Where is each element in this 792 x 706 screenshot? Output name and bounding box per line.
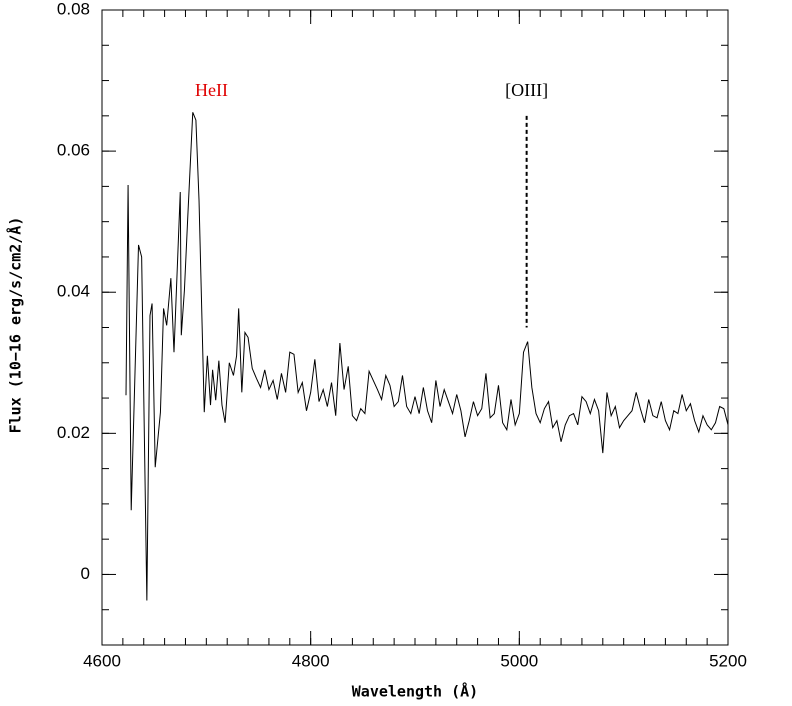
y-tick-label: 0.08 [57, 0, 90, 18]
y-tick-label: 0.02 [57, 423, 90, 442]
y-tick-label: 0.04 [57, 282, 90, 301]
annotation-label: [OIII] [505, 80, 548, 100]
x-tick-label: 4800 [292, 651, 330, 670]
annotation-label: HeII [195, 80, 228, 100]
x-tick-label: 4600 [83, 651, 121, 670]
y-tick-label: 0 [81, 564, 90, 583]
plot-frame [101, 9, 729, 646]
x-tick-label: 5000 [500, 651, 538, 670]
spectrum-line [125, 112, 729, 601]
y-axis-title: Flux (10−16 erg/s/cm2/Å) [6, 217, 25, 434]
x-axis-title: Wavelength (Å) [352, 682, 478, 701]
x-tick-label: 5200 [709, 651, 747, 670]
y-tick-label: 0.06 [57, 141, 90, 160]
